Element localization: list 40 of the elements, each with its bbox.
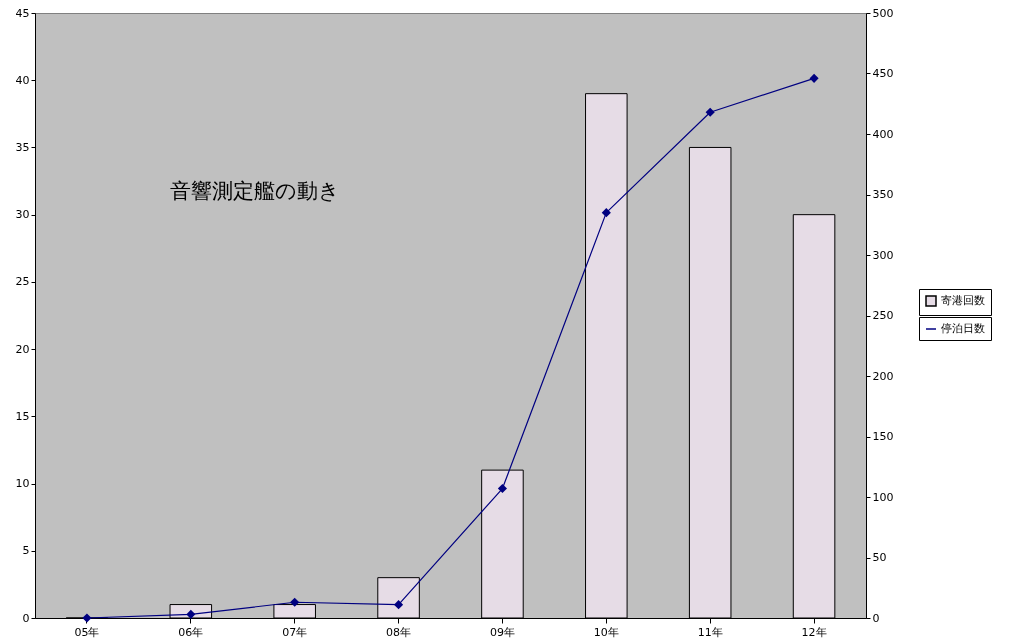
y-tick-label: 25 [15, 275, 30, 289]
y2-tick-label: 500 [872, 6, 894, 20]
y2-tick-label: 400 [872, 127, 894, 141]
point [602, 208, 611, 217]
y2-tick-label: 300 [872, 248, 894, 262]
y-tick-label: 10 [15, 477, 30, 491]
x-tick-label: 11年 [697, 625, 723, 639]
x-tick-label: 05年 [74, 625, 100, 639]
point [82, 613, 92, 623]
x-tick-label: 12年 [801, 625, 827, 639]
y2-tick-label: 100 [872, 490, 894, 504]
y2-tick-label: 200 [872, 369, 894, 383]
point [809, 74, 819, 83]
y-tick-label: 0 [22, 611, 30, 625]
legend-label: 寄港回数 [941, 294, 985, 307]
y2-tick-label: 150 [872, 430, 894, 443]
legend-label: 停泊日数 [941, 322, 985, 335]
y-tick-label: 30 [15, 208, 30, 222]
y2-tick-label: 50 [872, 551, 887, 564]
point [498, 484, 507, 493]
text: 音響測定艦の動き [170, 179, 340, 203]
point [290, 598, 299, 607]
y-tick-label: 5 [22, 544, 30, 558]
y2-tick-label: 250 [872, 309, 894, 322]
x-tick-label: 10年 [593, 625, 619, 639]
point [706, 108, 715, 117]
y-tick-label: 45 [15, 6, 30, 20]
y-tick-label: 40 [15, 73, 30, 87]
y-tick-label: 20 [15, 342, 30, 356]
x-tick-label: 08年 [386, 625, 412, 639]
x-tick-label: 07年 [282, 625, 308, 639]
point [394, 600, 403, 609]
y2-tick-label: 0 [872, 611, 880, 625]
y-tick-label: 15 [15, 409, 30, 423]
x-tick-label: 09年 [489, 625, 515, 639]
x-tick-label: 06年 [178, 625, 204, 639]
y-tick-label: 35 [15, 140, 30, 154]
y2-tick-label: 350 [872, 188, 894, 201]
y2-tick-label: 450 [872, 67, 894, 80]
point [186, 610, 195, 619]
